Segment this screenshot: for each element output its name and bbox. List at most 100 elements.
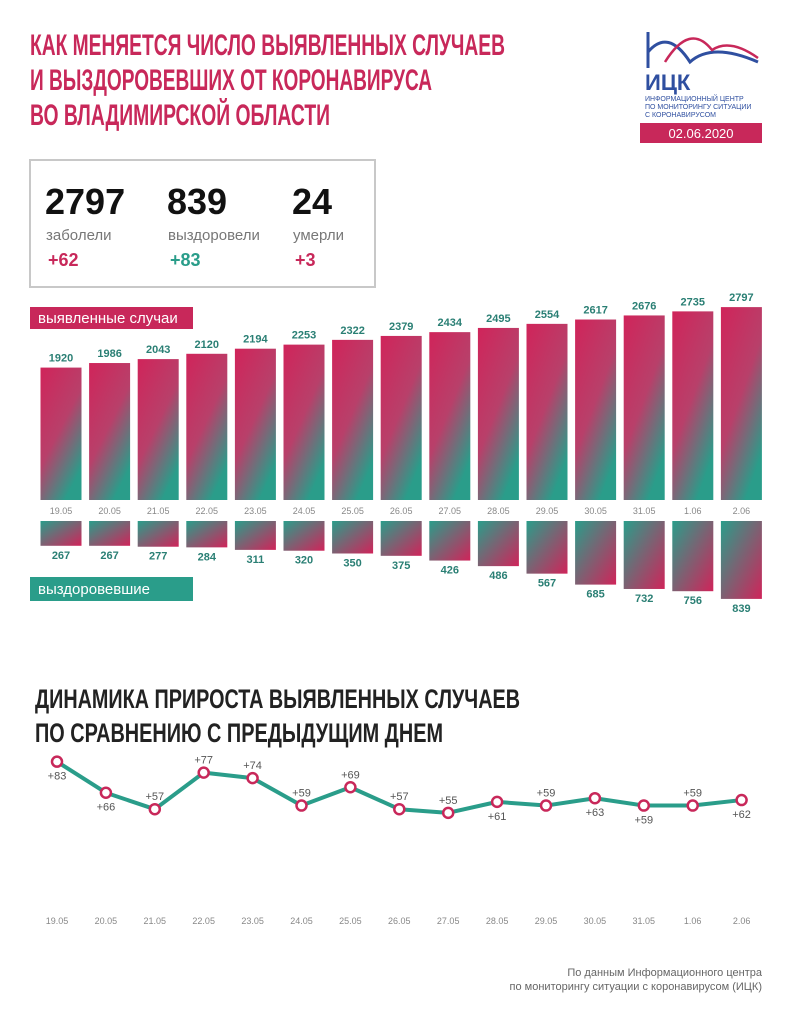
bar (234, 348, 276, 500)
marker (735, 793, 748, 807)
value-label: 839 (732, 603, 750, 615)
x-tick-label: 20.05 (98, 506, 121, 516)
value-label: +74 (243, 760, 262, 772)
chart-subtitle: ПО СРАВНЕНИЮ С ПРЕДЫДУЩИМ ДНЕМ (35, 718, 443, 748)
value-label: 267 (52, 550, 70, 562)
footer: по мониторингу ситуации с коронавирусом … (510, 981, 762, 993)
bar (380, 335, 422, 500)
bar (575, 521, 617, 585)
bar (526, 323, 568, 500)
value-label: 2253 (292, 330, 316, 342)
value-label: 2735 (681, 296, 705, 308)
bar (186, 521, 228, 548)
marker (686, 799, 699, 812)
title-line: ВО ВЛАДИМИРСКОЙ ОБЛАСТИ (30, 98, 330, 132)
x-tick-label: 27.05 (439, 506, 462, 516)
x-tick-label: 22.05 (196, 506, 219, 516)
marker (344, 781, 357, 794)
value-label: +57 (145, 791, 164, 803)
marker (295, 799, 308, 812)
x-tick-label: 30.05 (584, 916, 607, 926)
bar (234, 521, 276, 550)
value-label: 2120 (195, 339, 219, 351)
logo-lines (663, 37, 759, 63)
value-label: +69 (341, 769, 360, 781)
marker (490, 795, 504, 809)
x-tick-label: 28.05 (487, 506, 510, 516)
x-tick-label: 25.05 (339, 916, 362, 926)
x-tick-label: 23.05 (244, 506, 267, 516)
logo: ИЦК ИНФОРМАЦИОННЫЙ ЦЕНТР ПО МОНИТОРИНГУ … (640, 32, 762, 143)
x-tick-label: 29.05 (535, 916, 558, 926)
value-label: 311 (247, 554, 265, 566)
value-label: 2554 (535, 309, 560, 321)
value-label: 267 (100, 550, 118, 562)
value-label: 732 (635, 593, 653, 605)
marker (588, 791, 602, 805)
marker (539, 799, 553, 812)
bar (137, 359, 179, 500)
x-tick-label: 22.05 (192, 916, 215, 926)
x-tick-label: 2.06 (733, 506, 751, 516)
value-label: 486 (489, 570, 507, 582)
stat-delta: +62 (48, 250, 79, 270)
bar (672, 311, 714, 500)
marker (393, 802, 406, 816)
stat-value: 2797 (45, 181, 125, 222)
value-label: 567 (538, 578, 556, 590)
stat-label: выздоровели (168, 227, 260, 244)
chart-title: ДИНАМИКА ПРИРОСТА ВЫЯВЛЕННЫХ СЛУЧАЕВ (35, 684, 520, 714)
marker (637, 799, 651, 812)
bar (672, 521, 714, 592)
value-label: +62 (732, 809, 751, 821)
value-label: +59 (292, 788, 311, 800)
logo-text: ИЦК (645, 70, 691, 95)
stat-delta: +83 (170, 250, 201, 270)
legend-badge (30, 307, 193, 329)
value-label: 2043 (146, 344, 170, 356)
value-label: 284 (198, 551, 217, 563)
value-label: +77 (194, 755, 213, 767)
value-label: +59 (683, 788, 702, 800)
x-tick-label: 25.05 (341, 506, 364, 516)
x-tick-label: 31.05 (633, 916, 656, 926)
title-line: И ВЫЗДОРОВЕВШИХ ОТ КОРОНАВИРУСА (30, 64, 432, 97)
legend-badge (30, 577, 193, 601)
marker (99, 786, 113, 799)
footer: По данным Информационного центра (567, 967, 763, 979)
value-label: 2322 (340, 325, 364, 337)
x-tick-label: 1.06 (684, 506, 702, 516)
value-label: 320 (295, 555, 313, 567)
x-tick-label: 31.05 (633, 506, 656, 516)
stat-label: умерли (293, 227, 344, 244)
x-tick-label: 27.05 (437, 916, 460, 926)
marker (197, 766, 210, 779)
bar (429, 521, 471, 561)
marker (441, 806, 455, 820)
x-tick-label: 30.05 (584, 506, 607, 516)
bar (186, 353, 228, 500)
bar (40, 367, 82, 500)
x-tick-label: 20.05 (95, 916, 118, 926)
bar (332, 339, 374, 500)
bar (283, 521, 325, 551)
value-label: +83 (48, 771, 67, 783)
x-tick-label: 21.05 (147, 506, 170, 516)
value-label: +63 (586, 807, 605, 819)
value-label: 1986 (97, 348, 121, 360)
stat-value: 839 (167, 181, 227, 222)
x-tick-label: 21.05 (144, 916, 167, 926)
value-label: 2194 (243, 334, 268, 346)
value-label: +59 (634, 815, 653, 827)
bar (575, 319, 617, 500)
x-tick-label: 1.06 (684, 916, 702, 926)
stat-value: 24 (292, 181, 332, 222)
bar (137, 521, 179, 547)
bar (720, 307, 762, 500)
x-tick-label: 23.05 (241, 916, 264, 926)
legend-label: выявленные случаи (38, 310, 178, 327)
value-label: 2495 (486, 313, 510, 325)
stat-label: заболели (46, 227, 112, 244)
